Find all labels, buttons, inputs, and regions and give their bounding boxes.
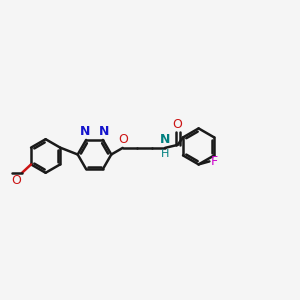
Text: N: N	[80, 125, 90, 138]
Text: O: O	[11, 174, 21, 187]
Text: O: O	[173, 118, 182, 130]
Text: N: N	[160, 133, 170, 146]
Text: N: N	[99, 125, 110, 138]
Text: O: O	[118, 133, 128, 146]
Text: H: H	[161, 149, 170, 159]
Text: F: F	[211, 155, 218, 168]
